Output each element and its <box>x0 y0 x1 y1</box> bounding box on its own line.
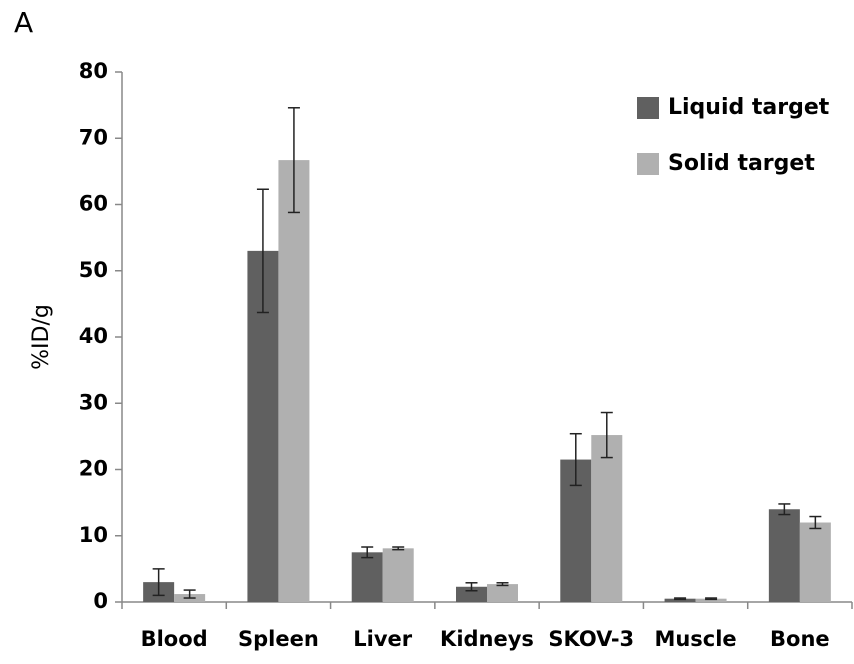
bar <box>768 509 800 602</box>
y-tick-label: 80 <box>79 59 108 83</box>
bar <box>351 552 383 602</box>
y-tick-label: 30 <box>79 390 108 414</box>
y-tick-label: 50 <box>79 258 108 282</box>
bar <box>487 584 518 602</box>
x-tick-label: Muscle <box>654 627 736 651</box>
bar <box>695 598 727 602</box>
legend-swatch <box>637 153 659 175</box>
error-bar <box>361 546 374 559</box>
bar <box>278 160 310 603</box>
panel-label: A <box>14 6 33 39</box>
bar <box>664 598 696 602</box>
error-bar <box>705 597 718 601</box>
bar <box>382 548 414 602</box>
y-axis-label: %ID/g <box>29 304 54 370</box>
error-bar <box>600 411 613 459</box>
error-bar <box>809 515 822 530</box>
legend-label: Solid target <box>668 151 815 176</box>
x-tick-label: SKOV-3 <box>548 627 634 651</box>
y-tick-label: 10 <box>79 523 108 547</box>
x-tick-label: Liver <box>353 627 413 651</box>
y-tick-label: 60 <box>79 192 108 216</box>
y-tick-label: 0 <box>93 589 108 613</box>
error-bar <box>496 582 509 587</box>
x-tick-label: Kidneys <box>440 627 534 651</box>
error-bar <box>569 432 582 487</box>
bar <box>799 522 831 602</box>
y-tick-label: 70 <box>79 125 108 149</box>
error-bar <box>392 546 405 551</box>
legend-swatch <box>637 97 659 119</box>
y-tick-label: 20 <box>79 457 108 481</box>
error-bar <box>465 582 478 592</box>
x-tick-label: Spleen <box>238 627 319 651</box>
bar <box>456 586 487 602</box>
error-bar <box>674 597 687 601</box>
error-bar <box>152 568 165 597</box>
error-bar <box>287 107 300 214</box>
legend-label: Liquid target <box>668 95 830 120</box>
error-bar <box>183 589 196 599</box>
error-bar <box>256 188 269 314</box>
x-tick-label: Blood <box>141 627 208 651</box>
x-tick-label: Bone <box>770 627 830 651</box>
bar <box>591 435 623 602</box>
y-tick-label: 40 <box>79 324 108 348</box>
error-bar <box>778 503 791 516</box>
